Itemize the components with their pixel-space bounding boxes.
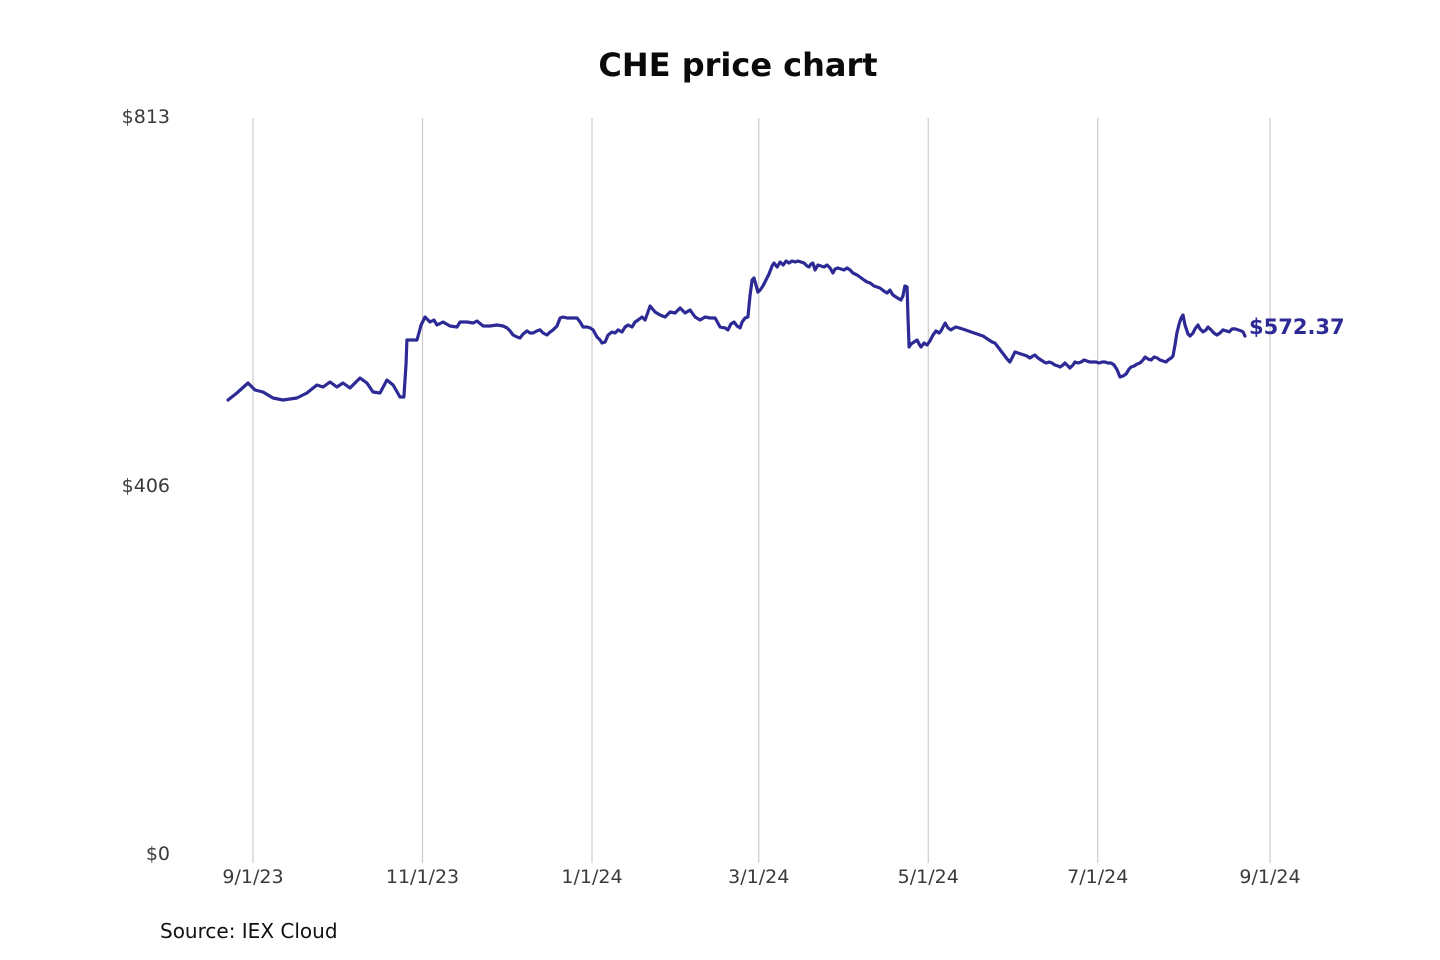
x-axis-tick-label: 9/1/24 — [1239, 866, 1301, 888]
x-axis-tick-label: 3/1/24 — [728, 866, 790, 888]
y-axis-tick-label: $0 — [145, 843, 170, 865]
chart-title: CHE price chart — [598, 46, 878, 84]
x-axis-tick-label: 5/1/24 — [897, 866, 959, 888]
x-axis-tick-label: 11/1/23 — [385, 866, 460, 888]
x-axis-tick-label: 9/1/23 — [222, 866, 284, 888]
y-axis-tick-label: $406 — [121, 474, 170, 497]
x-axis-tick-label: 1/1/24 — [561, 866, 623, 888]
y-axis-tick-label: $813 — [121, 106, 170, 128]
price-line — [226, 259, 1247, 402]
x-axis-tick-label: 7/1/24 — [1067, 866, 1129, 888]
last-price-label: $572.37 — [1249, 315, 1345, 340]
source-attribution: Source: IEX Cloud — [160, 919, 338, 943]
